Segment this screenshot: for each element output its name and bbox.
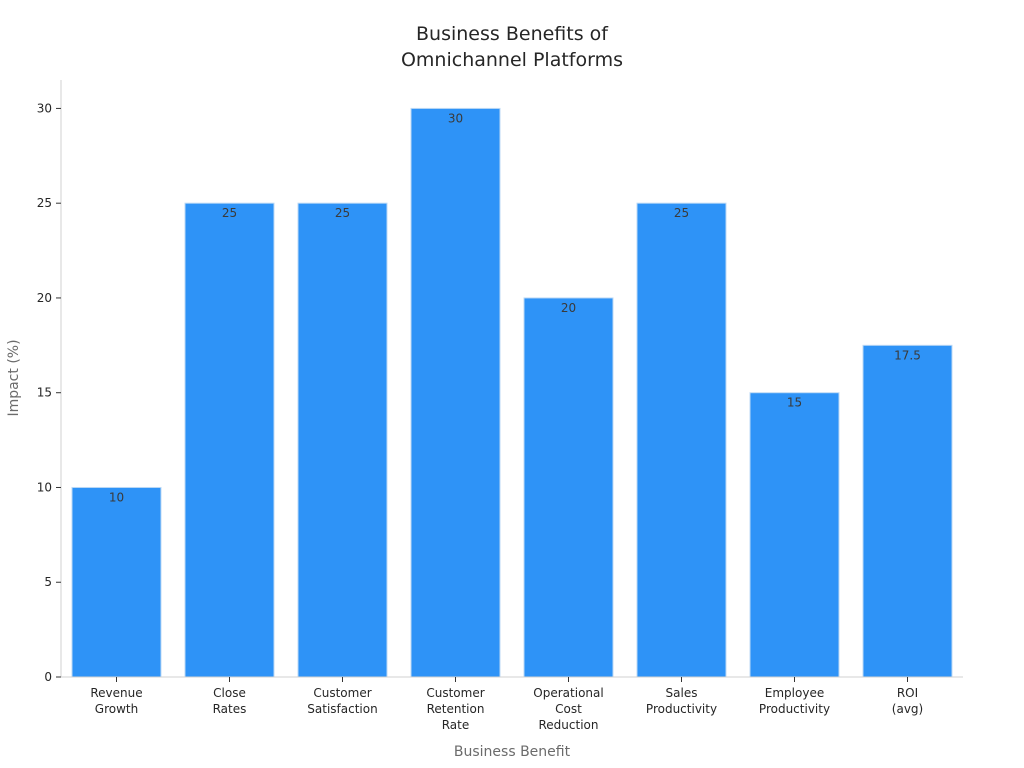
bar-value-label-8: 17.5: [894, 348, 921, 362]
x-category-label-7: Employee Productivity: [759, 686, 830, 716]
x-category-label-8: ROI (avg): [892, 686, 923, 716]
y-tick-label-7: 30: [37, 101, 52, 115]
x-category-label-1-line-2: Growth: [95, 702, 138, 716]
y-tick-label-1: 0: [44, 670, 52, 684]
bar-value-label-2: 25: [222, 206, 237, 220]
bar-2: [184, 202, 275, 678]
x-category-label-1-line-1: Revenue: [90, 686, 142, 700]
x-category-label-7-line-1: Employee: [765, 686, 824, 700]
x-category-label-8-line-1: ROI: [897, 686, 918, 700]
y-tick-label-3: 10: [37, 480, 52, 494]
chart-title: Business Benefits of Omnichannel Platform…: [401, 23, 623, 71]
x-axis-title: Business Benefit: [454, 744, 571, 760]
axes: [60, 80, 963, 678]
bar-value-label-7: 15: [787, 396, 802, 410]
bar-4: [410, 107, 501, 678]
x-category-label-4: Customer Retention Rate: [426, 686, 484, 732]
x-category-label-7-line-2: Productivity: [759, 702, 830, 716]
x-category-label-4-line-1: Customer: [426, 686, 484, 700]
x-category-label-3-line-2: Satisfaction: [307, 702, 377, 716]
x-category-label-3: Customer Satisfaction: [307, 686, 377, 716]
bars: 10 25 25 30 20 25 15 17.5: [71, 107, 953, 678]
x-category-label-6-line-2: Productivity: [646, 702, 717, 716]
y-ticks: 0 5 10 15 20 25 30: [37, 101, 61, 684]
x-category-label-5-line-3: Reduction: [539, 718, 599, 732]
x-category-label-8-line-2: (avg): [892, 702, 923, 716]
bar-6: [636, 202, 727, 678]
bar-value-label-5: 20: [561, 301, 576, 315]
chart-title-line-2: Omnichannel Platforms: [401, 49, 623, 71]
x-category-label-5-line-2: Cost: [555, 702, 582, 716]
y-tick-label-6: 25: [37, 196, 52, 210]
y-tick-label-5: 20: [37, 291, 52, 305]
x-category-label-4-line-3: Rate: [442, 718, 470, 732]
y-axis-title: Impact (%): [6, 339, 22, 416]
x-category-label-2-line-2: Rates: [213, 702, 247, 716]
x-category-labels: Revenue Growth Close Rates Customer Satisfact…: [90, 677, 923, 732]
bar-value-label-1: 10: [109, 490, 124, 504]
x-category-label-5-line-1: Operational: [533, 686, 603, 700]
bar-value-label-3: 25: [335, 206, 350, 220]
x-category-label-4-line-2: Retention: [427, 702, 485, 716]
bar-value-label-4: 30: [448, 111, 463, 125]
chart-title-line-1: Business Benefits of: [416, 23, 609, 45]
y-tick-label-4: 15: [37, 386, 52, 400]
bar-3: [297, 202, 388, 678]
bar-1: [71, 486, 162, 678]
x-category-label-2: Close Rates: [213, 686, 247, 716]
bar-7: [749, 392, 840, 678]
x-category-label-1: Revenue Growth: [90, 686, 142, 716]
bar-8: [862, 344, 953, 678]
bar-5: [523, 297, 614, 678]
x-category-label-3-line-1: Customer: [313, 686, 371, 700]
x-category-label-2-line-1: Close: [213, 686, 246, 700]
bar-value-label-6: 25: [674, 206, 689, 220]
x-category-label-6-line-1: Sales: [666, 686, 698, 700]
y-tick-label-2: 5: [44, 575, 52, 589]
x-category-label-5: Operational Cost Reduction: [533, 686, 603, 732]
x-category-label-6: Sales Productivity: [646, 686, 717, 716]
